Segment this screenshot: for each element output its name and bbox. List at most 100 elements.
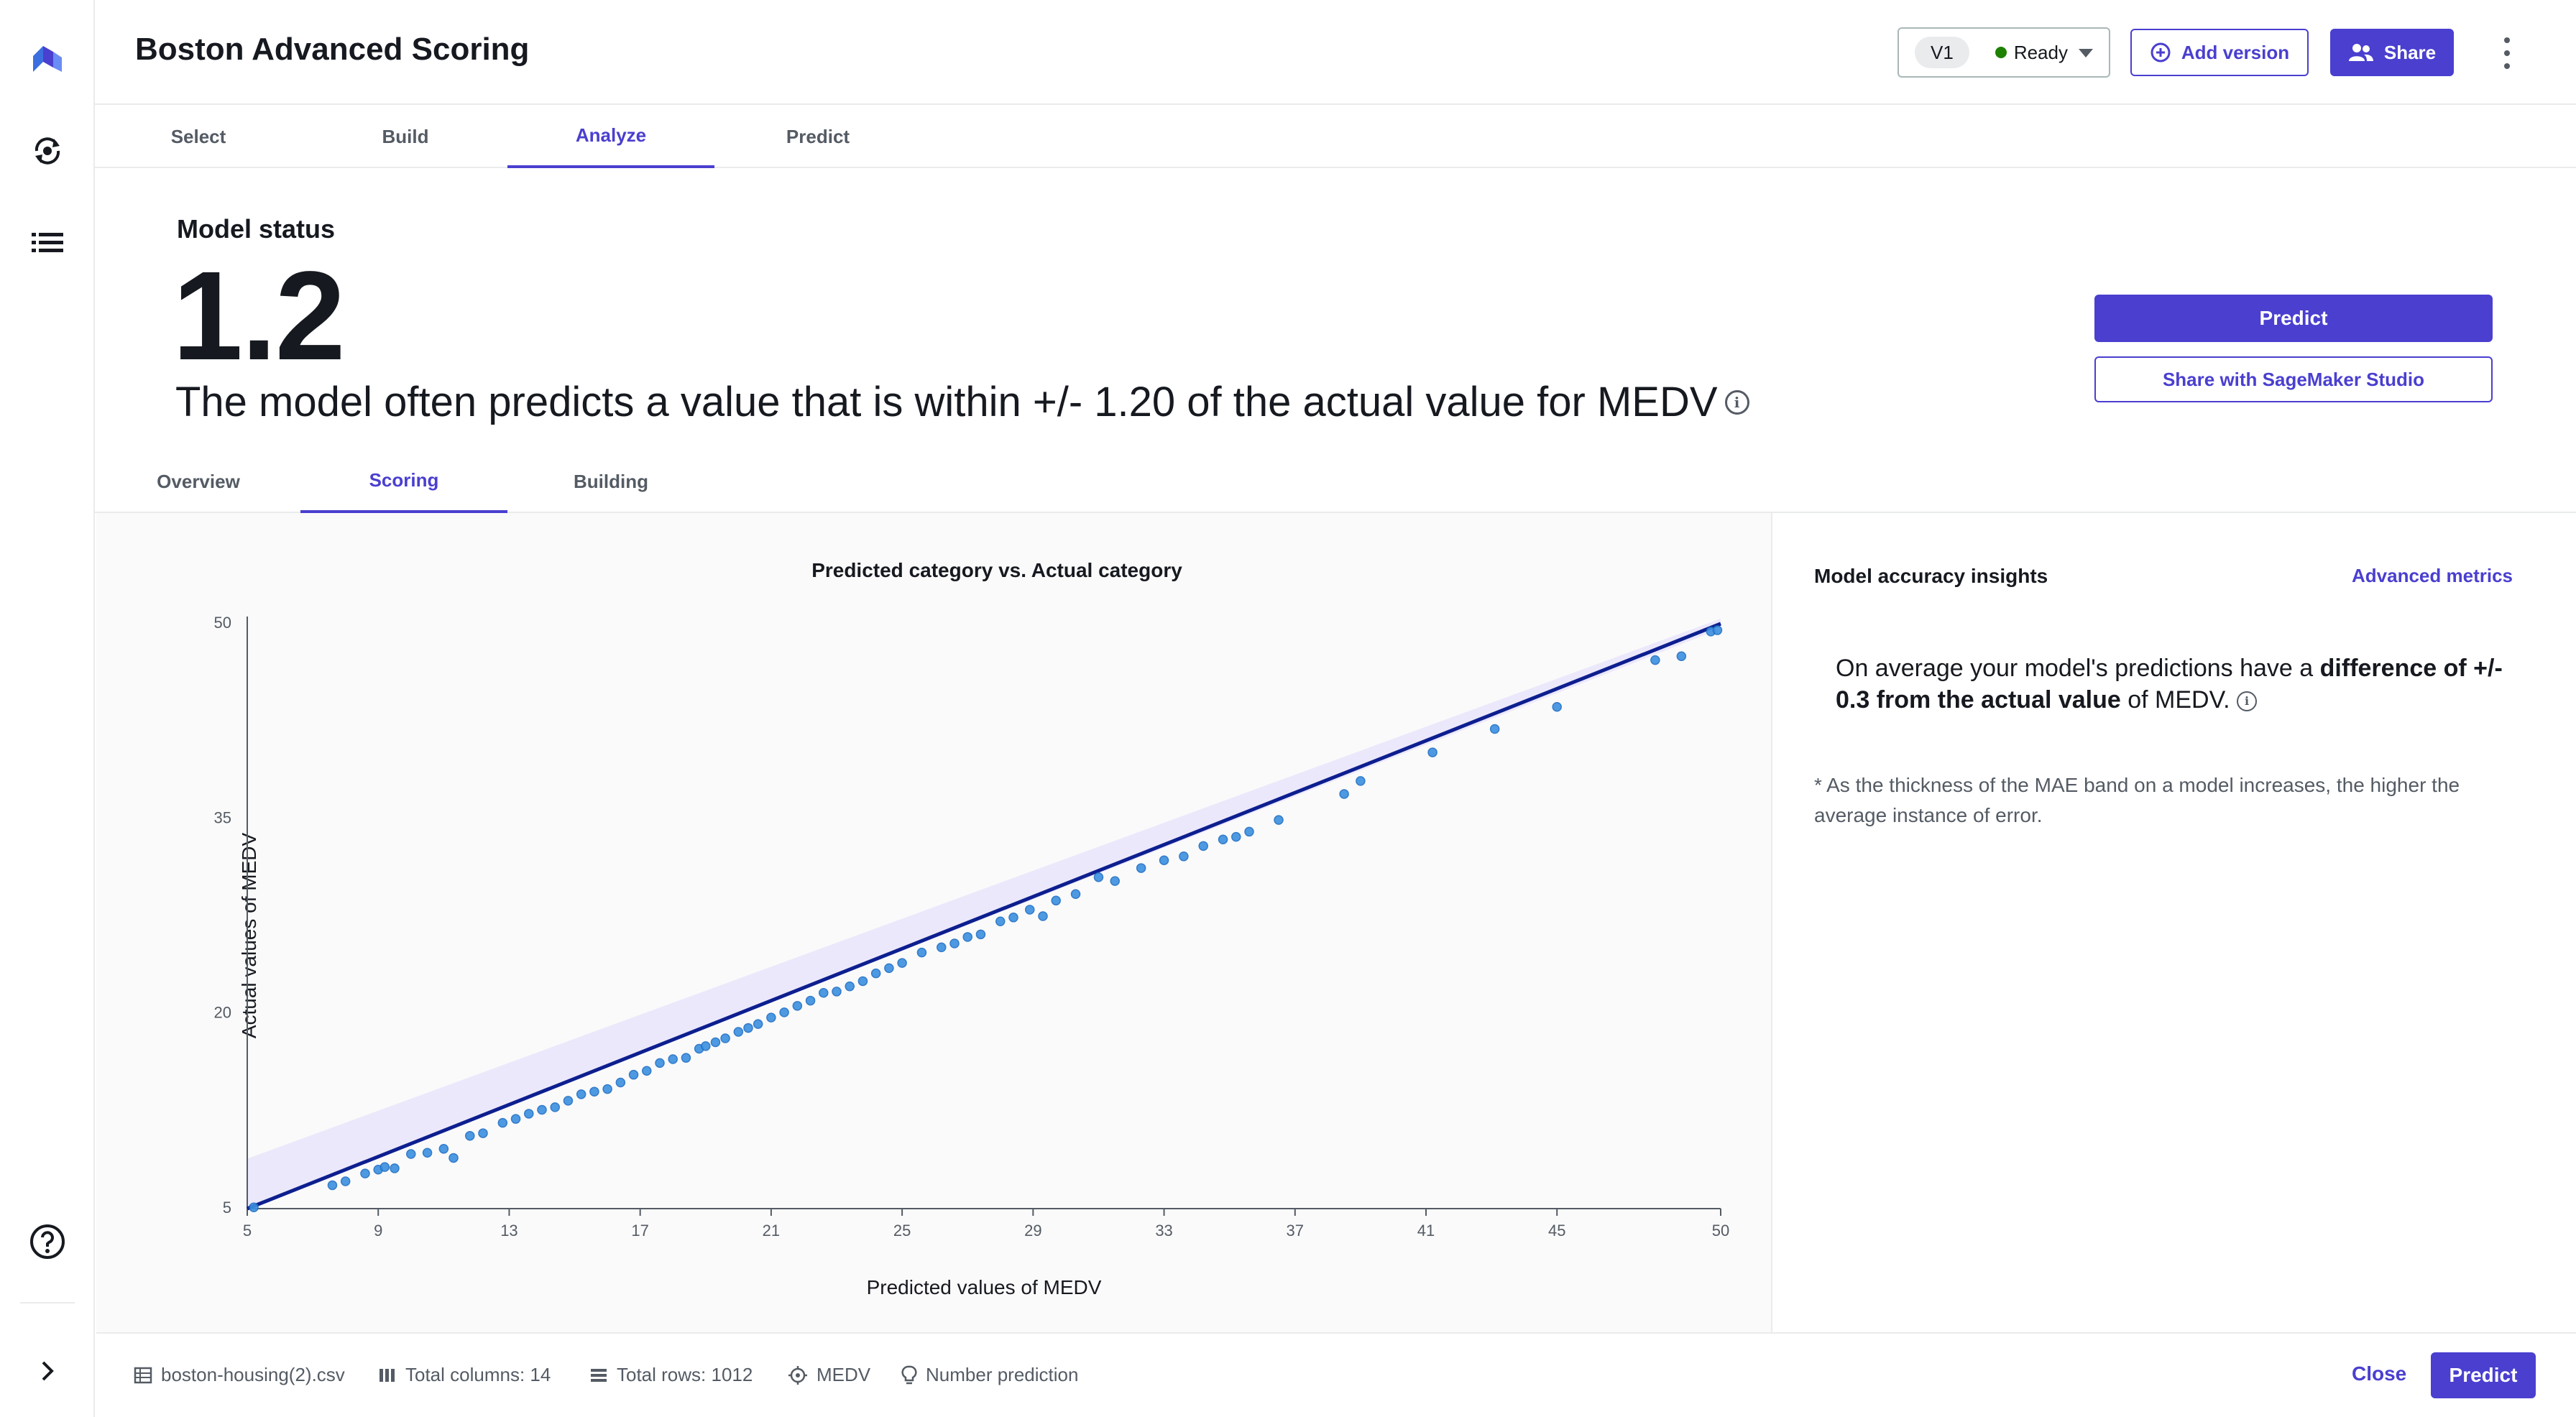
data-point bbox=[701, 1041, 711, 1051]
data-point bbox=[766, 1012, 776, 1023]
main-tabs: Select Build Analyze Predict bbox=[95, 105, 2576, 168]
x-tick-label: 17 bbox=[631, 1222, 648, 1240]
data-point bbox=[1356, 776, 1366, 786]
data-point bbox=[1676, 651, 1687, 661]
data-point bbox=[975, 929, 986, 940]
tab-scoring[interactable]: Scoring bbox=[300, 450, 507, 513]
data-point bbox=[1427, 747, 1438, 757]
data-point bbox=[576, 1089, 586, 1099]
data-point bbox=[1712, 625, 1723, 635]
y-axis-label: Actual values of MEDV bbox=[238, 833, 260, 1039]
data-point bbox=[832, 987, 842, 997]
x-tick-label: 45 bbox=[1548, 1222, 1565, 1240]
data-point bbox=[465, 1130, 475, 1141]
data-point bbox=[390, 1163, 400, 1173]
data-point bbox=[1274, 815, 1284, 825]
version-select[interactable]: V1 Ready bbox=[1898, 27, 2110, 78]
tab-build[interactable]: Build bbox=[382, 125, 429, 147]
data-point bbox=[550, 1102, 560, 1112]
list-icon[interactable] bbox=[0, 207, 95, 279]
data-point bbox=[743, 1023, 753, 1033]
info-icon[interactable]: i bbox=[2237, 691, 2258, 712]
model-status-label: Model status bbox=[177, 214, 336, 244]
x-axis-label: Predicted values of MEDV bbox=[867, 1276, 1102, 1298]
columns-icon bbox=[380, 1368, 395, 1382]
data-point bbox=[448, 1153, 459, 1163]
x-tick-label: 50 bbox=[1712, 1222, 1729, 1240]
data-point bbox=[655, 1058, 665, 1068]
sub-tabs: Overview Scoring Building bbox=[95, 450, 2576, 513]
insights-text-prefix: On average your model's predictions have… bbox=[1836, 655, 2320, 682]
more-options-icon[interactable] bbox=[2503, 37, 2511, 69]
data-point bbox=[589, 1086, 599, 1097]
footer-predict-button[interactable]: Predict bbox=[2431, 1352, 2536, 1398]
models-icon[interactable] bbox=[0, 115, 95, 187]
data-point bbox=[1093, 872, 1104, 882]
tab-analyze[interactable]: Analyze bbox=[507, 105, 714, 168]
users-icon bbox=[2348, 44, 2373, 61]
y-tick-label: 5 bbox=[223, 1199, 231, 1217]
tab-overview[interactable]: Overview bbox=[157, 470, 240, 492]
target-icon bbox=[788, 1365, 807, 1385]
tab-select[interactable]: Select bbox=[170, 125, 226, 147]
app-title: Boston Advanced Scoring bbox=[135, 32, 530, 67]
y-tick-label: 35 bbox=[214, 808, 231, 826]
model-status-value: 1.2 bbox=[172, 246, 346, 387]
data-point bbox=[1136, 863, 1146, 873]
advanced-metrics-link[interactable]: Advanced metrics bbox=[2352, 565, 2513, 586]
data-point bbox=[1025, 905, 1035, 915]
tab-predict[interactable]: Predict bbox=[786, 125, 850, 147]
problem-type-info: Number prediction bbox=[901, 1364, 1078, 1386]
data-point bbox=[1244, 826, 1254, 837]
data-point bbox=[1650, 655, 1660, 665]
rail-divider bbox=[20, 1302, 75, 1303]
data-point bbox=[1339, 789, 1349, 799]
data-point bbox=[478, 1128, 488, 1138]
model-status-text: The model often predicts a value that is… bbox=[175, 379, 1718, 425]
plot-area: 5 9 13 17 21 25 29 33 37 41 45 50 5 20 35 50 bbox=[214, 614, 1730, 1240]
data-point bbox=[1198, 841, 1208, 851]
data-point bbox=[327, 1180, 338, 1191]
insights-text-bold: difference of +/- 0.3 from the actual va… bbox=[1836, 655, 2503, 714]
add-version-button[interactable]: Add version bbox=[2130, 29, 2309, 76]
app-header: Boston Advanced Scoring V1 Ready Add ver… bbox=[95, 0, 2576, 105]
data-point bbox=[668, 1054, 678, 1064]
ready-status-dot bbox=[1995, 47, 2007, 58]
data-point bbox=[897, 958, 907, 968]
close-button[interactable]: Close bbox=[2352, 1362, 2407, 1385]
insights-text: On average your model's predictions have… bbox=[1836, 652, 2526, 716]
data-point bbox=[1008, 913, 1018, 923]
data-point bbox=[1179, 851, 1189, 862]
data-point bbox=[779, 1007, 789, 1017]
chevron-down-icon bbox=[2079, 49, 2093, 57]
data-point bbox=[249, 1202, 259, 1212]
x-tick-label: 5 bbox=[243, 1222, 252, 1240]
canvas-logo-icon[interactable] bbox=[0, 22, 95, 93]
share-label: Share bbox=[2383, 41, 2437, 63]
tab-building[interactable]: Building bbox=[574, 470, 648, 492]
data-point bbox=[720, 1033, 730, 1043]
data-point bbox=[438, 1144, 449, 1154]
plus-circle-icon bbox=[2150, 42, 2171, 63]
share-button[interactable]: Share bbox=[2330, 29, 2454, 76]
data-point bbox=[1110, 876, 1120, 886]
data-point bbox=[792, 1001, 803, 1011]
footer-bar: boston-housing(2).csv Total columns: 14 … bbox=[96, 1332, 2576, 1417]
data-point bbox=[819, 987, 829, 998]
data-point bbox=[805, 995, 816, 1006]
help-icon[interactable] bbox=[0, 1206, 95, 1278]
data-point bbox=[1070, 889, 1081, 899]
rows-info: Total rows: 1012 bbox=[589, 1364, 753, 1386]
scoring-chart-panel: Predicted category vs. Actual category P… bbox=[96, 513, 1772, 1332]
share-with-studio-button[interactable]: Share with SageMaker Studio bbox=[2094, 356, 2493, 402]
data-point bbox=[753, 1019, 763, 1029]
data-point bbox=[615, 1077, 626, 1088]
data-point bbox=[1218, 834, 1228, 845]
data-point bbox=[1051, 895, 1061, 906]
chevron-right-icon[interactable] bbox=[0, 1335, 95, 1407]
predict-button[interactable]: Predict bbox=[2094, 295, 2493, 342]
data-point bbox=[537, 1104, 547, 1115]
info-icon[interactable]: i bbox=[1724, 389, 1749, 415]
x-tick-label: 37 bbox=[1287, 1222, 1304, 1240]
data-point bbox=[602, 1084, 612, 1094]
